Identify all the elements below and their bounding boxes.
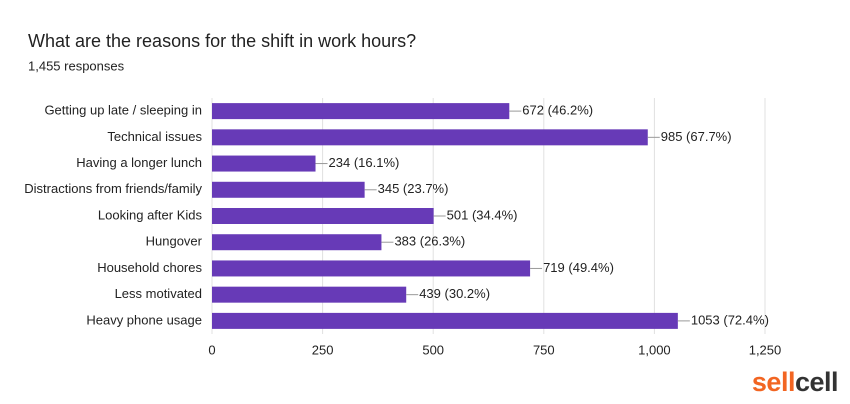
logo: sellcell xyxy=(752,367,838,397)
x-tick-label: 1,250 xyxy=(749,342,782,357)
bar xyxy=(212,208,434,224)
y-tick-label: Technical issues xyxy=(107,129,202,144)
value-label: 383 (26.3%) xyxy=(394,234,465,249)
value-label: 985 (67.7%) xyxy=(661,129,732,144)
value-label: 719 (49.4%) xyxy=(543,260,614,275)
value-label: 672 (46.2%) xyxy=(522,103,593,118)
bar xyxy=(212,312,678,329)
y-tick-label: Heavy phone usage xyxy=(86,312,202,327)
x-tick-label: 750 xyxy=(533,342,555,357)
value-label: 345 (23.7%) xyxy=(378,181,449,196)
bar xyxy=(212,234,382,251)
bar xyxy=(212,260,531,277)
bar xyxy=(212,181,365,198)
x-tick-label: 1,000 xyxy=(638,342,671,357)
logo-part: cell xyxy=(795,367,838,397)
value-label: 1053 (72.4%) xyxy=(691,312,769,327)
bar xyxy=(212,155,316,172)
x-tick-label: 0 xyxy=(208,342,215,357)
y-tick-label: Hungover xyxy=(146,234,203,249)
chart-subtitle: 1,455 responses xyxy=(28,58,125,73)
x-tick-label: 500 xyxy=(422,342,444,357)
value-label: 439 (30.2%) xyxy=(419,286,490,301)
y-tick-label: Looking after Kids xyxy=(98,207,203,222)
logo-part: sell xyxy=(752,367,795,397)
y-tick-label: Household chores xyxy=(97,260,202,275)
bar xyxy=(212,286,407,303)
x-tick-label: 250 xyxy=(312,342,334,357)
bar xyxy=(212,129,648,146)
y-tick-label: Having a longer lunch xyxy=(76,155,202,170)
y-tick-label: Less motivated xyxy=(115,286,202,301)
y-tick-label: Distractions from friends/family xyxy=(24,181,202,196)
value-label: 234 (16.1%) xyxy=(329,155,400,170)
bar xyxy=(212,103,510,120)
y-tick-label: Getting up late / sleeping in xyxy=(44,103,202,118)
value-label: 501 (34.4%) xyxy=(447,207,518,222)
chart-title: What are the reasons for the shift in wo… xyxy=(28,31,416,51)
